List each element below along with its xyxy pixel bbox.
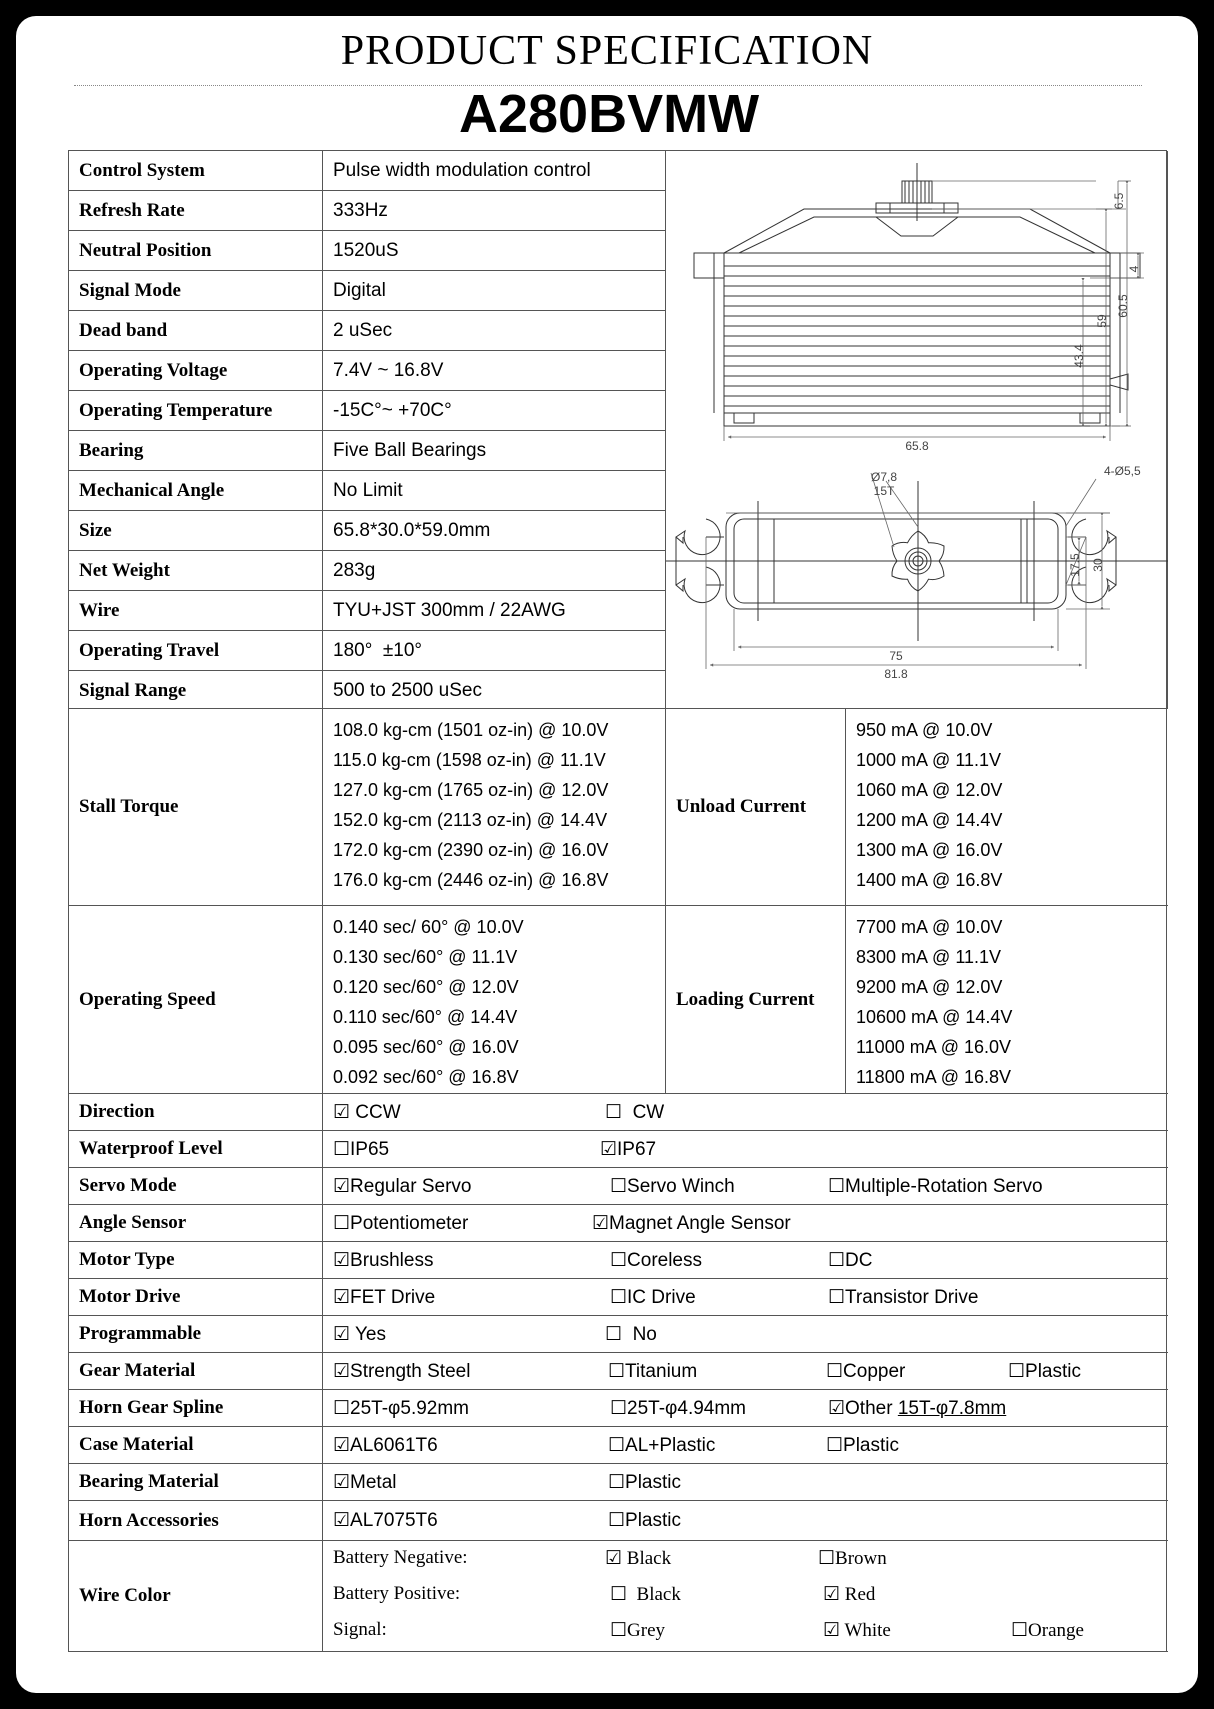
svg-text:75: 75 (889, 649, 903, 663)
svg-text:6.5: 6.5 (1112, 192, 1126, 209)
svg-text:60.5: 60.5 (1116, 294, 1130, 318)
svg-text:81.8: 81.8 (884, 667, 908, 681)
svg-text:4-Ø5,5: 4-Ø5,5 (1104, 464, 1141, 478)
svg-text:4: 4 (1127, 265, 1141, 272)
svg-text:15T: 15T (874, 484, 895, 498)
svg-text:59: 59 (1095, 314, 1109, 328)
svg-text:43.4: 43.4 (1072, 344, 1086, 368)
svg-text:Ø7,8: Ø7,8 (871, 470, 897, 484)
svg-text:17.5: 17.5 (1068, 553, 1082, 577)
svg-text:65.8: 65.8 (905, 439, 929, 451)
svg-text:30: 30 (1091, 558, 1105, 572)
